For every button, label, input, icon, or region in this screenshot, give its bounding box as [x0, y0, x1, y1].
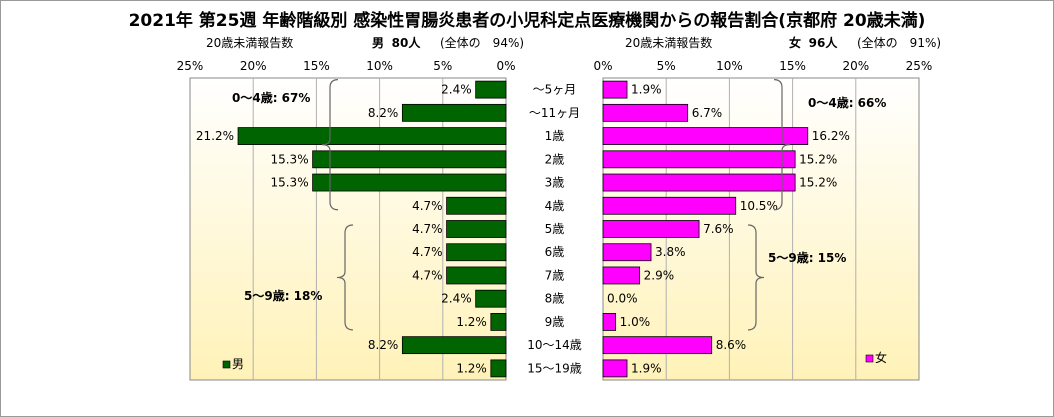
male-data-label: 8.2%: [368, 338, 399, 352]
category-label: 9歳: [545, 315, 565, 329]
male-bar: [490, 359, 507, 378]
male-data-label: 8.2%: [368, 106, 399, 120]
male-share: (全体の 94%): [440, 36, 525, 50]
female-bar: [602, 220, 700, 238]
male-x-tick-label: 15%: [303, 59, 330, 73]
female-bar: [602, 173, 796, 192]
male-bar: [446, 243, 507, 262]
male-x-tick-label: 25%: [177, 59, 204, 73]
female-bar: [602, 243, 652, 262]
category-label: 7歳: [545, 268, 565, 282]
male-data-label: 4.7%: [412, 268, 443, 282]
female-data-label: 2.9%: [644, 268, 675, 282]
male-bar: [312, 173, 507, 192]
male-bar: [490, 313, 507, 331]
category-label: 1歳: [545, 129, 565, 143]
female-x-tick-label: 20%: [842, 59, 869, 73]
female-share: (全体の 91%): [857, 36, 942, 50]
category-label: 15～19歳: [527, 361, 582, 375]
male-bar: [237, 127, 507, 145]
female-legend-label: 女: [875, 350, 887, 365]
male-bracket-0-4: [321, 79, 339, 211]
male-data-label: 21.2%: [196, 129, 234, 143]
category-label: 2歳: [545, 152, 565, 166]
female-data-label: 16.2%: [812, 129, 850, 143]
female-count-caption: 20歳未満報告数: [625, 36, 713, 50]
category-label: ～5ヶ月: [533, 83, 577, 97]
female-bracket-5-9: [747, 224, 765, 331]
male-count-caption: 20歳未満報告数: [206, 36, 294, 50]
female-bar: [602, 80, 628, 99]
female-bar: [602, 313, 617, 331]
male-bar: [401, 336, 507, 355]
male-bar: [446, 196, 507, 215]
female-data-label: 1.0%: [620, 315, 651, 329]
female-bar: [602, 150, 796, 169]
male-x-tick-label: 0%: [496, 59, 515, 73]
category-label: 6歳: [545, 245, 565, 259]
male-data-label: 4.7%: [412, 245, 443, 259]
female-data-label: 7.6%: [703, 222, 734, 236]
female-header-label: 女 96人: [789, 36, 838, 50]
category-label: 8歳: [545, 292, 565, 306]
female-bar: [602, 103, 689, 122]
category-label: ～11ヶ月: [529, 106, 580, 120]
male-bar: [475, 289, 507, 308]
category-label: 10～14歳: [527, 338, 582, 352]
male-data-label: 4.7%: [412, 222, 443, 236]
female-x-tick-label: 0%: [593, 59, 612, 73]
female-data-label: 10.5%: [740, 199, 778, 213]
male-annotation-5-9: 5～9歳: 18%: [244, 288, 322, 303]
male-header-label: 男 80人: [372, 36, 421, 50]
male-bar: [446, 266, 507, 285]
female-data-label: 15.2%: [799, 152, 837, 166]
female-x-tick-label: 25%: [906, 59, 933, 73]
female-data-label: 8.6%: [716, 338, 747, 352]
male-x-tick-label: 20%: [240, 59, 267, 73]
male-legend-swatch: [222, 360, 231, 369]
male-x-tick-label: 5%: [433, 59, 452, 73]
male-data-label: 1.2%: [456, 315, 487, 329]
male-legend-label: 男: [232, 357, 244, 371]
male-bar: [475, 80, 507, 99]
female-data-label: 3.8%: [655, 245, 686, 259]
female-data-label: 1.9%: [631, 83, 662, 97]
female-bracket-0-4: [773, 79, 791, 211]
female-data-label: 0.0%: [607, 292, 638, 306]
female-bar: [602, 196, 737, 215]
male-data-label: 1.2%: [456, 361, 487, 375]
male-data-label: 2.4%: [441, 83, 472, 97]
female-legend-swatch: [865, 354, 874, 363]
female-x-tick-label: 10%: [716, 59, 743, 73]
female-data-label: 15.2%: [799, 176, 837, 190]
female-bar: [602, 359, 628, 378]
female-annotation-5-9: 5～9歳: 15%: [768, 250, 846, 265]
male-data-label: 15.3%: [270, 176, 308, 190]
female-x-tick-label: 5%: [657, 59, 676, 73]
female-bar: [602, 266, 641, 285]
male-data-label: 2.4%: [441, 292, 472, 306]
category-label: 5歳: [545, 222, 565, 236]
male-bar: [401, 103, 507, 122]
female-bar: [602, 336, 713, 355]
female-bar: [602, 127, 809, 145]
male-x-tick-label: 10%: [366, 59, 393, 73]
category-label: 4歳: [545, 199, 565, 213]
female-data-label: 1.9%: [631, 361, 662, 375]
female-data-label: 6.7%: [692, 106, 723, 120]
female-annotation-0-4: 0～4歳: 66%: [808, 95, 886, 110]
chart-title: 2021年 第25週 年齢階級別 感染性胃腸炎患者の小児科定点医療機関からの報告…: [128, 11, 926, 31]
male-bracket-5-9: [336, 224, 354, 331]
male-bar: [446, 220, 507, 238]
male-bar: [312, 150, 507, 169]
male-annotation-0-4: 0～4歳: 67%: [232, 90, 310, 105]
male-data-label: 15.3%: [270, 152, 308, 166]
category-label: 3歳: [545, 176, 565, 190]
female-x-tick-label: 15%: [779, 59, 806, 73]
male-data-label: 4.7%: [412, 199, 443, 213]
